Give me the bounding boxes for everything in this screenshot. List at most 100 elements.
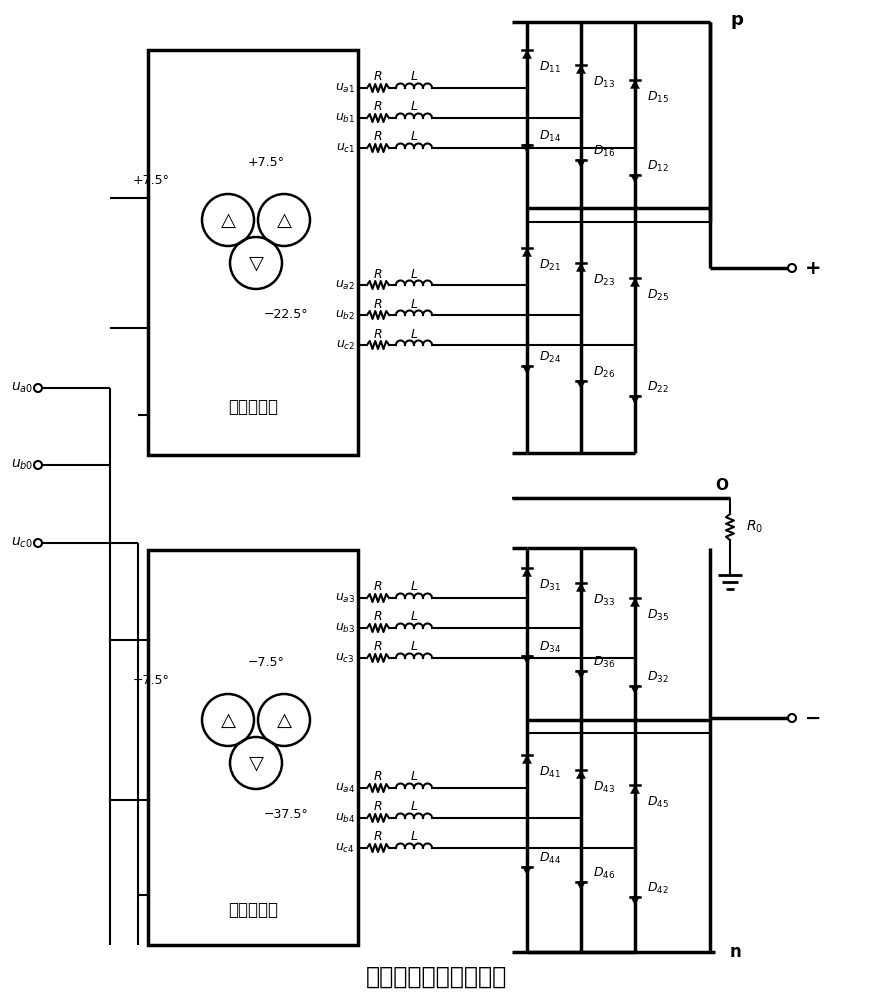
Text: −7.5°: −7.5° [248,656,285,670]
Text: $L$: $L$ [410,580,418,593]
Text: $L$: $L$ [410,830,418,844]
Text: $L$: $L$ [410,641,418,654]
Text: ▽: ▽ [249,253,264,272]
Polygon shape [576,670,586,679]
Polygon shape [522,365,532,374]
Text: $D_{26}$: $D_{26}$ [593,364,615,380]
Text: $D_{12}$: $D_{12}$ [647,158,669,174]
Text: $R$: $R$ [374,267,382,280]
Polygon shape [522,866,532,875]
Polygon shape [576,583,586,591]
Text: $R$: $R$ [374,610,382,624]
Text: $u_{c0}$: $u_{c0}$ [11,536,33,550]
Text: $L$: $L$ [410,130,418,143]
Polygon shape [630,896,640,905]
Text: $D_{33}$: $D_{33}$ [593,592,615,608]
Text: $D_{11}$: $D_{11}$ [539,59,561,75]
Polygon shape [630,598,640,606]
Text: −: − [805,708,821,728]
Polygon shape [576,770,586,778]
Text: $L$: $L$ [410,298,418,310]
Circle shape [34,539,42,547]
Text: +7.5°: +7.5° [248,156,285,169]
Circle shape [34,384,42,392]
Text: $L$: $L$ [410,101,418,113]
Polygon shape [576,65,586,74]
Text: $u_{b4}$: $u_{b4}$ [334,811,355,825]
Polygon shape [630,174,640,183]
Text: $L$: $L$ [410,70,418,84]
Text: $D_{45}$: $D_{45}$ [647,794,669,810]
Text: $L$: $L$ [410,610,418,624]
Polygon shape [522,144,532,153]
Polygon shape [522,248,532,256]
Text: +: + [805,258,821,277]
Text: $u_{c3}$: $u_{c3}$ [335,651,355,665]
Text: $D_{24}$: $D_{24}$ [539,349,561,365]
Text: $L$: $L$ [410,267,418,280]
Polygon shape [576,263,586,271]
Polygon shape [522,755,532,764]
Text: n: n [730,943,742,961]
Text: △: △ [221,710,236,730]
Text: $L$: $L$ [410,800,418,814]
Text: △: △ [277,710,292,730]
Text: $D_{44}$: $D_{44}$ [539,850,561,866]
Text: $R$: $R$ [374,830,382,844]
Text: $D_{23}$: $D_{23}$ [593,272,615,288]
Text: 二十四脉波不控整流器: 二十四脉波不控整流器 [366,965,506,989]
Text: $u_{a0}$: $u_{a0}$ [10,381,33,395]
Text: ▽: ▽ [249,754,264,772]
Text: $D_{46}$: $D_{46}$ [593,865,615,881]
Text: p: p [730,11,743,29]
Text: $D_{43}$: $D_{43}$ [593,779,615,795]
Text: $R$: $R$ [374,800,382,814]
Text: $R$: $R$ [374,298,382,310]
Circle shape [34,461,42,469]
Text: $D_{16}$: $D_{16}$ [593,143,615,159]
Text: $D_{42}$: $D_{42}$ [647,880,669,896]
Text: $R$: $R$ [374,130,382,143]
Polygon shape [630,785,640,794]
Text: $D_{34}$: $D_{34}$ [539,639,561,655]
Text: 移相变压器: 移相变压器 [228,398,278,416]
Text: $D_{35}$: $D_{35}$ [647,607,669,623]
Polygon shape [630,278,640,286]
Circle shape [788,714,796,722]
Text: +7.5°: +7.5° [133,174,169,186]
Polygon shape [630,80,640,89]
Polygon shape [630,686,640,694]
Text: $u_{c4}$: $u_{c4}$ [335,841,355,855]
Text: $R$: $R$ [374,101,382,113]
Text: $D_{25}$: $D_{25}$ [647,287,669,303]
Text: $u_{c2}$: $u_{c2}$ [335,338,355,352]
Text: $D_{21}$: $D_{21}$ [539,257,561,273]
Text: −7.5°: −7.5° [133,674,169,686]
Text: $R$: $R$ [374,328,382,340]
Polygon shape [522,50,532,58]
Text: $u_{a4}$: $u_{a4}$ [334,781,355,795]
Text: △: △ [221,211,236,230]
Text: 移相变压器: 移相变压器 [228,901,278,919]
Text: $u_{a3}$: $u_{a3}$ [335,591,355,605]
Bar [148,50,358,455]
Text: $D_{31}$: $D_{31}$ [539,577,561,593]
Text: $D_{13}$: $D_{13}$ [593,74,615,90]
Polygon shape [630,395,640,404]
Text: O: O [716,479,728,493]
Text: $u_{a2}$: $u_{a2}$ [335,278,355,292]
Text: $R$: $R$ [374,770,382,784]
Text: $D_{15}$: $D_{15}$ [647,89,669,105]
Text: $D_{14}$: $D_{14}$ [539,128,561,144]
Bar [148,550,358,945]
Text: $R$: $R$ [374,580,382,593]
Text: $D_{32}$: $D_{32}$ [647,669,669,685]
Polygon shape [522,656,532,664]
Polygon shape [576,882,586,890]
Text: $D_{41}$: $D_{41}$ [539,764,561,780]
Text: $u_{a1}$: $u_{a1}$ [335,81,355,95]
Text: $u_{b0}$: $u_{b0}$ [10,458,33,472]
Text: $R$: $R$ [374,70,382,84]
Text: $L$: $L$ [410,770,418,784]
Text: $D_{22}$: $D_{22}$ [647,379,669,395]
